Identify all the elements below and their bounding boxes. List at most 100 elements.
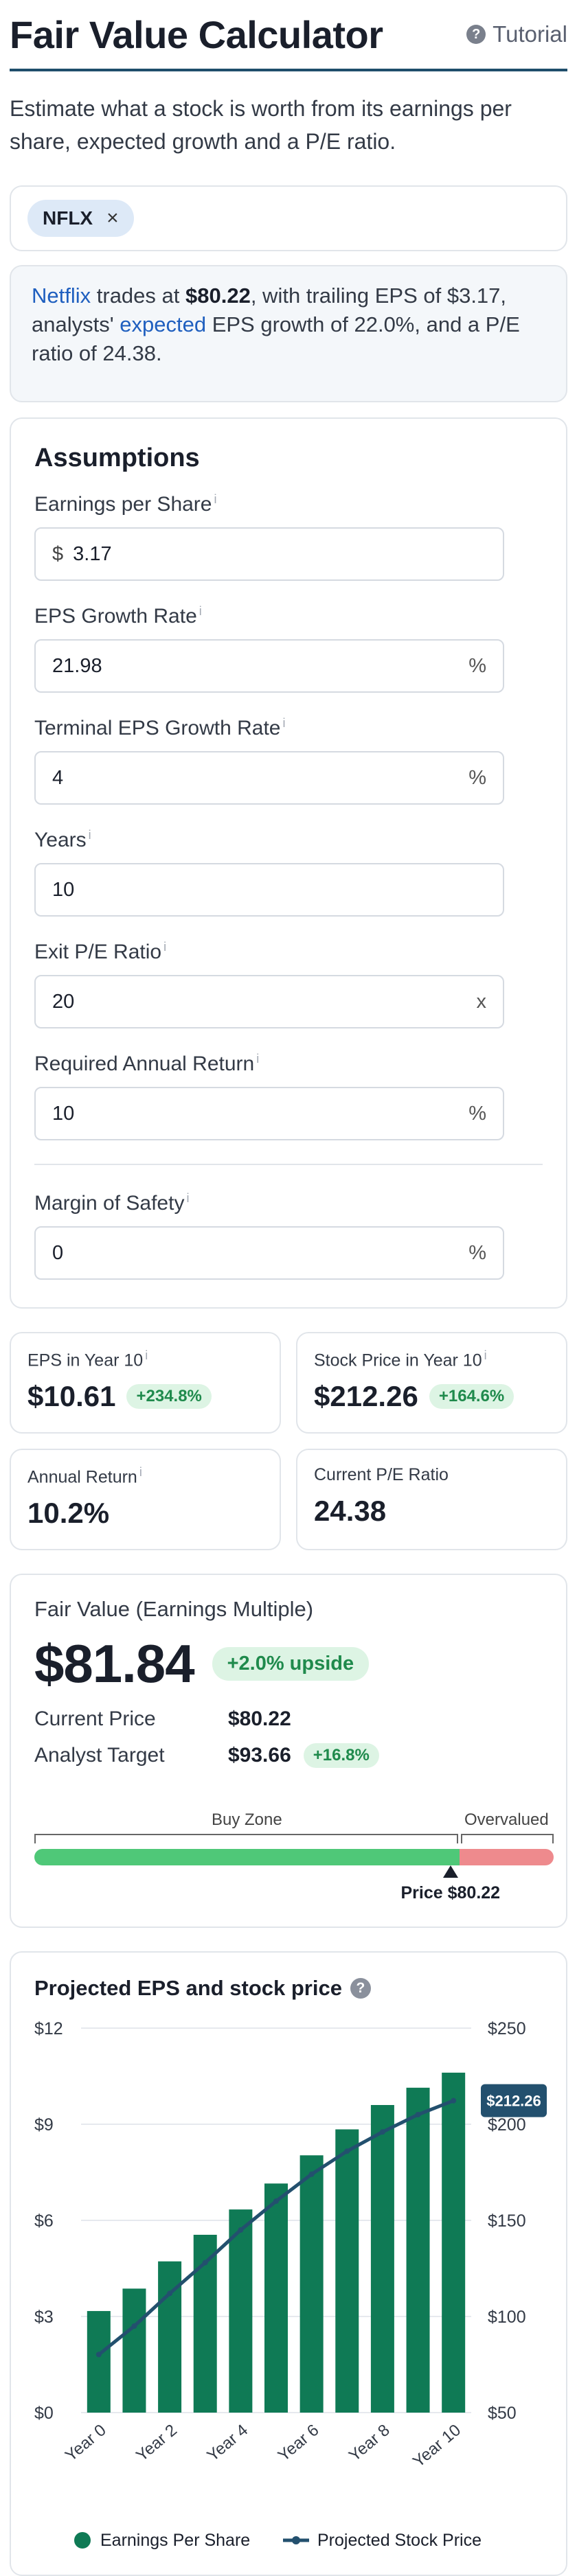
info-icon[interactable]: i [282, 716, 286, 730]
expected-link[interactable]: expected [120, 312, 207, 336]
info-icon[interactable]: i [139, 1465, 142, 1479]
eps-bar [442, 2072, 466, 2413]
remove-ticker-icon[interactable]: × [106, 207, 119, 229]
metric-value: 24.38 [314, 1495, 387, 1527]
return-input[interactable]: 10 % [34, 1087, 504, 1140]
stock-price-point [415, 2112, 421, 2117]
margin-label: Margin of Safety i [34, 1191, 190, 1215]
info-icon[interactable]: i [88, 828, 91, 842]
percent-suffix: % [468, 654, 486, 677]
right-axis-tick-label: $150 [488, 2211, 526, 2231]
eps-bar [87, 2311, 111, 2413]
legend-eps-label: Earnings Per Share [100, 2531, 250, 2550]
return-field-group: Required Annual Return i 10 % [34, 1052, 543, 1140]
x-tick-label: Year 0 [62, 2421, 110, 2465]
zone-bar [34, 1849, 554, 1865]
fair-value-label: Fair Value (Earnings Multiple) [34, 1597, 314, 1621]
stock-price-point [238, 2227, 244, 2233]
metric-value: 10.2% [27, 1497, 110, 1530]
right-axis-tick-label: $250 [488, 2019, 526, 2038]
eps-bar [406, 2087, 430, 2413]
metrics-grid: EPS in Year 10 i $10.61 +234.8% Stock Pri… [10, 1332, 567, 1550]
margin-input[interactable]: 0 % [34, 1226, 504, 1280]
metric-label: EPS in Year 10 i [27, 1348, 148, 1370]
buy-zone-bracket [34, 1834, 458, 1843]
info-icon[interactable]: i [145, 1348, 148, 1362]
projection-chart: $0 $3 $6 $9 $12 $50 $100 $150 $200 $250 $212.26 Yea… [34, 2019, 547, 2550]
price-marker-label: Price $80.22 [400, 1883, 501, 1902]
stock-price-point [202, 2259, 208, 2266]
terminal-field-group: Terminal EPS Growth Rate i 4 % [34, 716, 543, 805]
exit-pe-field-group: Exit P/E Ratio i 20 x [34, 940, 543, 1028]
change-badge: +164.6% [429, 1384, 514, 1410]
end-value-badge [481, 2084, 547, 2117]
chart-title-row: Projected EPS and stock price ? [34, 1976, 543, 2001]
info-icon[interactable]: i [214, 492, 217, 506]
terminal-input[interactable]: 4 % [34, 751, 504, 805]
tutorial-label: Tutorial [493, 21, 567, 47]
percent-suffix: % [468, 766, 486, 789]
fair-value-card: Fair Value (Earnings Multiple) $81.84 +2… [10, 1574, 567, 1928]
summary-price: $80.22 [185, 284, 251, 308]
analyst-target-row: Analyst Target $93.66 +16.8% [34, 1743, 543, 1768]
percent-suffix: % [468, 1102, 486, 1125]
company-link[interactable]: Netflix [32, 284, 91, 308]
tutorial-link[interactable]: ? Tutorial [466, 21, 567, 47]
info-icon[interactable]: i [484, 1348, 487, 1362]
eps-bar [264, 2183, 288, 2413]
return-label: Required Annual Return i [34, 1052, 260, 1075]
valuation-zone-bar: Buy Zone Overvalued Price $80.22 [34, 1810, 554, 1907]
analyst-target-value: $93.66 [228, 1744, 291, 1767]
stock-price-point [344, 2148, 350, 2154]
page-title: Fair Value Calculator [10, 12, 383, 56]
growth-field-group: EPS Growth Rate i 21.98 % [34, 604, 543, 693]
growth-input[interactable]: 21.98 % [34, 639, 504, 693]
years-value: 10 [52, 878, 75, 901]
assumptions-title: Assumptions [34, 444, 200, 472]
right-axis-tick-label: $100 [488, 2308, 526, 2327]
eps-input[interactable]: $ 3.17 [34, 527, 504, 581]
info-icon[interactable]: i [186, 1191, 190, 1205]
eps-bar [299, 2155, 324, 2413]
current-price-label: Current Price [34, 1707, 156, 1730]
price-marker-icon [443, 1865, 458, 1878]
analyst-target-label: Analyst Target [34, 1744, 165, 1767]
change-badge: +234.8% [126, 1384, 212, 1410]
exit-pe-value: 20 [52, 990, 75, 1013]
x-tick-label: Year 2 [133, 2421, 181, 2465]
terminal-value: 4 [52, 766, 64, 789]
x-tick-label: Year 10 [409, 2421, 464, 2471]
growth-label: EPS Growth Rate i [34, 604, 202, 628]
percent-suffix: % [468, 1241, 486, 1264]
metric-label: Stock Price in Year 10 i [314, 1348, 487, 1370]
upside-badge: +2.0% upside [212, 1647, 370, 1681]
ticker-symbol: NFLX [43, 207, 93, 229]
ticker-input[interactable]: NFLX × [10, 185, 567, 251]
exit-pe-input[interactable]: 20 x [34, 975, 504, 1028]
eps-bar [335, 2129, 359, 2413]
legend-eps-swatch [74, 2532, 91, 2549]
stock-price-point [451, 2097, 457, 2104]
stock-price-point [131, 2323, 137, 2329]
info-icon[interactable]: i [163, 940, 167, 954]
assumptions-card: Assumptions Earnings per Share i $ 3.17 E… [10, 417, 567, 1309]
current-pe-card: Current P/E Ratio 24.38 [296, 1449, 567, 1550]
chart-title: Projected EPS and stock price [34, 1976, 342, 2000]
buy-zone-label: Buy Zone [212, 1810, 282, 1829]
x-tick-label: Year 8 [346, 2421, 394, 2465]
years-input[interactable]: 10 [34, 863, 504, 917]
annual-return-card: Annual Return i 10.2% [10, 1449, 281, 1550]
info-icon[interactable]: i [256, 1052, 260, 1066]
overvalued-bracket [461, 1834, 554, 1843]
target-badge: +16.8% [303, 1743, 379, 1768]
help-circle-icon[interactable]: ? [350, 1978, 371, 1999]
right-axis-tick-label: $200 [488, 2115, 526, 2135]
stock-summary: Netflix trades at $80.22, with trailing … [10, 265, 567, 402]
summary-text-2: , with trailing EPS of $3.17, analysts' [32, 284, 507, 336]
fair-value-amount: $81.84 [34, 1633, 195, 1694]
stock-price-point [273, 2198, 279, 2204]
info-icon[interactable]: i [199, 604, 202, 618]
growth-value: 21.98 [52, 654, 102, 677]
eps-bar [370, 2105, 394, 2413]
end-value-label: $212.26 [486, 2093, 541, 2110]
